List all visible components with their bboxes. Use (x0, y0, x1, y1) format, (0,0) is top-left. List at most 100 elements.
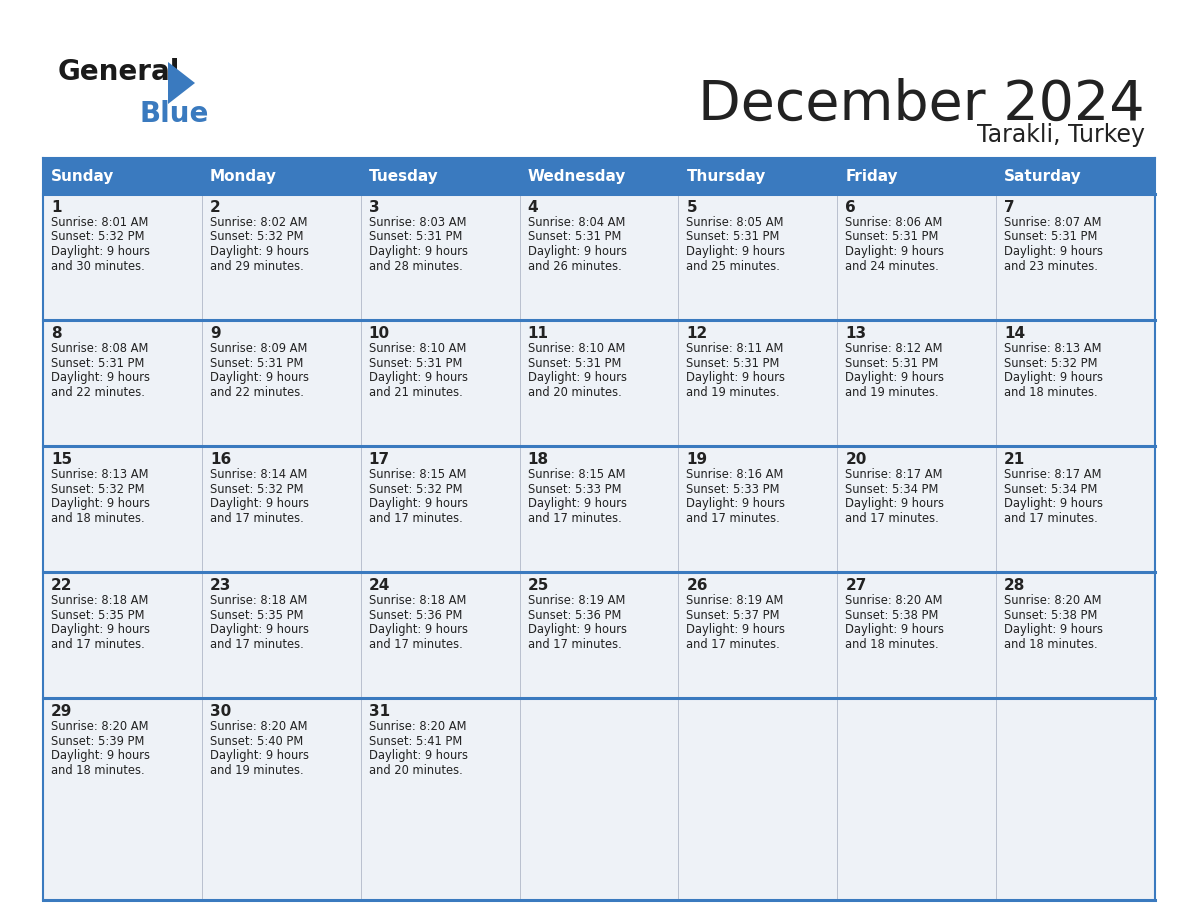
Text: Daylight: 9 hours: Daylight: 9 hours (210, 749, 309, 762)
Text: Sunrise: 8:19 AM: Sunrise: 8:19 AM (527, 594, 625, 607)
Text: Sunrise: 8:17 AM: Sunrise: 8:17 AM (846, 468, 943, 481)
Text: Daylight: 9 hours: Daylight: 9 hours (368, 245, 468, 258)
Text: Sunrise: 8:15 AM: Sunrise: 8:15 AM (527, 468, 625, 481)
Text: Sunrise: 8:07 AM: Sunrise: 8:07 AM (1004, 216, 1101, 229)
Bar (838, 699, 997, 900)
Text: 13: 13 (846, 326, 866, 341)
Bar (202, 194, 361, 320)
Text: Sunrise: 8:14 AM: Sunrise: 8:14 AM (210, 468, 308, 481)
Bar (43, 446, 202, 572)
Text: Sunrise: 8:18 AM: Sunrise: 8:18 AM (368, 594, 466, 607)
Bar (361, 320, 519, 446)
Text: and 17 minutes.: and 17 minutes. (368, 638, 462, 651)
Text: Sunrise: 8:04 AM: Sunrise: 8:04 AM (527, 216, 625, 229)
Text: Sunset: 5:31 PM: Sunset: 5:31 PM (846, 230, 939, 243)
Text: and 17 minutes.: and 17 minutes. (210, 638, 304, 651)
Text: and 20 minutes.: and 20 minutes. (527, 386, 621, 398)
Bar (838, 320, 997, 446)
Text: 28: 28 (1004, 578, 1025, 593)
Bar (997, 572, 1155, 699)
Text: 6: 6 (846, 200, 857, 215)
Text: and 17 minutes.: and 17 minutes. (527, 511, 621, 525)
Text: 10: 10 (368, 326, 390, 341)
Text: Daylight: 9 hours: Daylight: 9 hours (210, 623, 309, 636)
Text: Tarakli, Turkey: Tarakli, Turkey (977, 123, 1145, 147)
Text: 11: 11 (527, 326, 549, 341)
Text: Daylight: 9 hours: Daylight: 9 hours (846, 498, 944, 510)
Text: Daylight: 9 hours: Daylight: 9 hours (846, 623, 944, 636)
Bar (997, 320, 1155, 446)
Text: Sunset: 5:31 PM: Sunset: 5:31 PM (51, 356, 145, 370)
Text: Sunset: 5:32 PM: Sunset: 5:32 PM (51, 230, 145, 243)
Text: Sunset: 5:31 PM: Sunset: 5:31 PM (687, 230, 779, 243)
Text: Daylight: 9 hours: Daylight: 9 hours (210, 245, 309, 258)
Text: 7: 7 (1004, 200, 1015, 215)
Text: Sunrise: 8:02 AM: Sunrise: 8:02 AM (210, 216, 308, 229)
Text: and 22 minutes.: and 22 minutes. (51, 386, 145, 398)
Text: Sunset: 5:31 PM: Sunset: 5:31 PM (368, 230, 462, 243)
Text: Sunrise: 8:12 AM: Sunrise: 8:12 AM (846, 342, 943, 355)
Text: Sunrise: 8:13 AM: Sunrise: 8:13 AM (1004, 342, 1101, 355)
Text: 19: 19 (687, 453, 708, 467)
Bar (43, 320, 202, 446)
Text: Sunrise: 8:05 AM: Sunrise: 8:05 AM (687, 216, 784, 229)
Bar (43, 158, 1155, 194)
Text: 16: 16 (210, 453, 232, 467)
Text: Sunrise: 8:18 AM: Sunrise: 8:18 AM (210, 594, 308, 607)
Text: and 17 minutes.: and 17 minutes. (527, 638, 621, 651)
Text: 21: 21 (1004, 453, 1025, 467)
Bar (838, 572, 997, 699)
Text: Sunset: 5:40 PM: Sunset: 5:40 PM (210, 734, 303, 748)
Text: Sunrise: 8:20 AM: Sunrise: 8:20 AM (210, 721, 308, 733)
Bar (202, 320, 361, 446)
Text: Sunrise: 8:08 AM: Sunrise: 8:08 AM (51, 342, 148, 355)
Text: 23: 23 (210, 578, 232, 593)
Bar (678, 572, 838, 699)
Text: Sunrise: 8:20 AM: Sunrise: 8:20 AM (368, 721, 466, 733)
Text: Daylight: 9 hours: Daylight: 9 hours (846, 371, 944, 384)
Text: Daylight: 9 hours: Daylight: 9 hours (527, 245, 626, 258)
Text: Saturday: Saturday (1004, 169, 1082, 184)
Bar (997, 446, 1155, 572)
Text: Sunrise: 8:03 AM: Sunrise: 8:03 AM (368, 216, 466, 229)
Text: 17: 17 (368, 453, 390, 467)
Text: Sunset: 5:31 PM: Sunset: 5:31 PM (846, 356, 939, 370)
Text: 22: 22 (51, 578, 72, 593)
Text: and 17 minutes.: and 17 minutes. (1004, 511, 1098, 525)
Text: Sunset: 5:31 PM: Sunset: 5:31 PM (527, 356, 621, 370)
Text: and 22 minutes.: and 22 minutes. (210, 386, 304, 398)
Text: 29: 29 (51, 704, 72, 720)
Bar (519, 572, 678, 699)
Text: Daylight: 9 hours: Daylight: 9 hours (527, 371, 626, 384)
Text: Sunset: 5:41 PM: Sunset: 5:41 PM (368, 734, 462, 748)
Text: and 23 minutes.: and 23 minutes. (1004, 260, 1098, 273)
Text: Daylight: 9 hours: Daylight: 9 hours (687, 498, 785, 510)
Text: and 18 minutes.: and 18 minutes. (1004, 386, 1098, 398)
Bar (997, 194, 1155, 320)
Text: Daylight: 9 hours: Daylight: 9 hours (368, 749, 468, 762)
Text: Daylight: 9 hours: Daylight: 9 hours (368, 498, 468, 510)
Text: Sunday: Sunday (51, 169, 114, 184)
Text: and 19 minutes.: and 19 minutes. (210, 764, 303, 777)
Text: Daylight: 9 hours: Daylight: 9 hours (527, 498, 626, 510)
Text: 5: 5 (687, 200, 697, 215)
Bar (519, 446, 678, 572)
Text: Daylight: 9 hours: Daylight: 9 hours (210, 498, 309, 510)
Bar (838, 194, 997, 320)
Text: Sunset: 5:33 PM: Sunset: 5:33 PM (687, 483, 781, 496)
Bar (838, 446, 997, 572)
Text: Blue: Blue (140, 100, 209, 128)
Text: Sunset: 5:36 PM: Sunset: 5:36 PM (527, 609, 621, 621)
Text: Tuesday: Tuesday (368, 169, 438, 184)
Bar (361, 572, 519, 699)
Bar (519, 699, 678, 900)
Bar (361, 194, 519, 320)
Text: Sunset: 5:32 PM: Sunset: 5:32 PM (51, 483, 145, 496)
Text: General: General (58, 58, 181, 86)
Text: Wednesday: Wednesday (527, 169, 626, 184)
Bar (519, 194, 678, 320)
Bar (202, 572, 361, 699)
Text: Sunrise: 8:20 AM: Sunrise: 8:20 AM (1004, 594, 1101, 607)
Text: and 17 minutes.: and 17 minutes. (687, 511, 781, 525)
Text: Sunset: 5:34 PM: Sunset: 5:34 PM (1004, 483, 1098, 496)
